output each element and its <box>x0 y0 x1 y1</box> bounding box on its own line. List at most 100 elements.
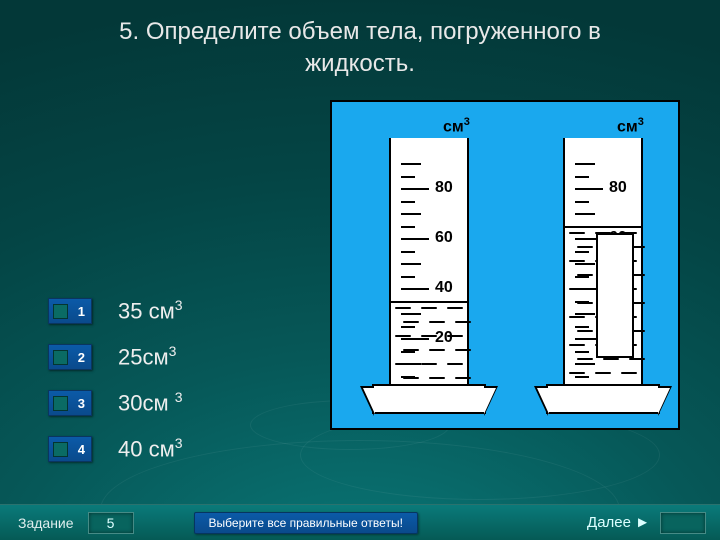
answer-row: 3 30см 3 <box>48 380 183 426</box>
liquid-dash <box>429 349 445 351</box>
liquid-surface <box>391 301 467 303</box>
liquid-dash <box>403 349 419 351</box>
liquid-dash <box>429 321 445 323</box>
tick <box>575 313 595 315</box>
answer-row: 225см3 <box>48 334 183 380</box>
liquid-dash <box>395 363 411 365</box>
liquid-dash <box>395 307 411 309</box>
liquid-dash <box>455 377 471 379</box>
tick <box>401 188 429 190</box>
liquid-dash <box>569 232 585 234</box>
tube: 20406080 <box>389 138 469 388</box>
liquid-dash <box>455 321 471 323</box>
liquid-dash <box>403 377 419 379</box>
tick <box>401 338 429 340</box>
tick <box>401 288 429 290</box>
liquid-surface <box>565 226 641 228</box>
liquid-dash <box>395 335 411 337</box>
liquid-dash <box>569 344 585 346</box>
liquid-dash <box>621 372 637 374</box>
question-text: 5. Определите объем тела, погруженного в… <box>0 16 720 81</box>
liquid-dash <box>429 377 445 379</box>
base <box>537 388 549 414</box>
liquid-dash <box>447 363 463 365</box>
liquid-dash <box>577 330 593 332</box>
task-number: 5 <box>107 515 115 531</box>
base <box>546 386 660 414</box>
tick <box>401 313 421 315</box>
answer-number: 3 <box>78 396 85 411</box>
tick <box>575 376 589 378</box>
liquid-dash <box>421 363 437 365</box>
tick <box>575 213 595 215</box>
answer-button-4[interactable]: 4 <box>48 436 92 462</box>
liquid-dash <box>569 260 585 262</box>
tube: 20406080 <box>563 138 643 388</box>
cylinders-figure: см3 20406080 см3 20406080 <box>330 100 680 430</box>
tick <box>401 263 421 265</box>
tick <box>401 326 415 328</box>
tick <box>575 363 595 365</box>
liquid-dash <box>595 372 611 374</box>
checkbox-icon <box>53 304 68 319</box>
answer-row: 1 35 см3 <box>48 288 183 334</box>
tick <box>575 188 603 190</box>
tick <box>401 226 415 228</box>
question-number: 5. <box>119 18 139 45</box>
tick-label: 80 <box>435 179 453 197</box>
answer-text: 35 см3 <box>118 297 183 324</box>
base <box>363 388 375 414</box>
tick <box>575 176 589 178</box>
liquid-dash <box>577 358 593 360</box>
answer-button-1[interactable]: 1 <box>48 298 92 324</box>
tick <box>575 351 589 353</box>
answer-number: 2 <box>78 350 85 365</box>
answer-button-2[interactable]: 2 <box>48 344 92 370</box>
answer-row: 4 40 см3 <box>48 426 183 472</box>
tick <box>401 251 415 253</box>
tick <box>401 351 415 353</box>
answer-number: 1 <box>78 304 85 319</box>
hint-button[interactable]: Выберите все правильные ответы! <box>194 512 418 534</box>
tick <box>575 263 595 265</box>
answer-text: 40 см3 <box>118 435 183 462</box>
liquid-dash <box>403 321 419 323</box>
liquid-dash <box>569 372 585 374</box>
tick <box>401 176 415 178</box>
unit-base: см <box>443 118 464 135</box>
liquid-dash <box>455 349 471 351</box>
slide-stage: 5. Определите объем тела, погруженного в… <box>0 0 720 540</box>
unit-sup: 3 <box>638 116 644 128</box>
answer-number: 4 <box>78 442 85 457</box>
checkbox-icon <box>53 396 68 411</box>
unit-base: см <box>617 118 638 135</box>
liquid-dash <box>421 335 437 337</box>
liquid-dash <box>421 307 437 309</box>
question-line2: жидкость. <box>305 50 415 77</box>
tick-label: 60 <box>435 229 453 247</box>
checkbox-icon <box>53 350 68 365</box>
tick <box>575 326 589 328</box>
liquid-dash <box>577 274 593 276</box>
tick-label: 40 <box>435 279 453 297</box>
answer-text: 30см 3 <box>118 389 183 416</box>
tick <box>575 276 589 278</box>
tick <box>401 201 415 203</box>
question-line1: Определите объем тела, погруженного в <box>146 18 601 45</box>
tick <box>401 213 421 215</box>
blank-box <box>660 512 706 534</box>
tick-label: 80 <box>609 179 627 197</box>
liquid-dash <box>447 335 463 337</box>
answer-button-3[interactable]: 3 <box>48 390 92 416</box>
next-button[interactable]: Далее ► <box>587 514 650 531</box>
tick <box>575 163 595 165</box>
checkbox-icon <box>53 442 68 457</box>
tick <box>575 251 589 253</box>
liquid-dash <box>569 288 585 290</box>
liquid-dash <box>569 316 585 318</box>
submerged-body <box>596 233 634 358</box>
liquid-dash <box>577 246 593 248</box>
task-label: Задание <box>18 515 74 531</box>
unit-label: см3 <box>443 116 470 136</box>
footer-bar: Задание 5 Выберите все правильные ответы… <box>0 504 720 540</box>
